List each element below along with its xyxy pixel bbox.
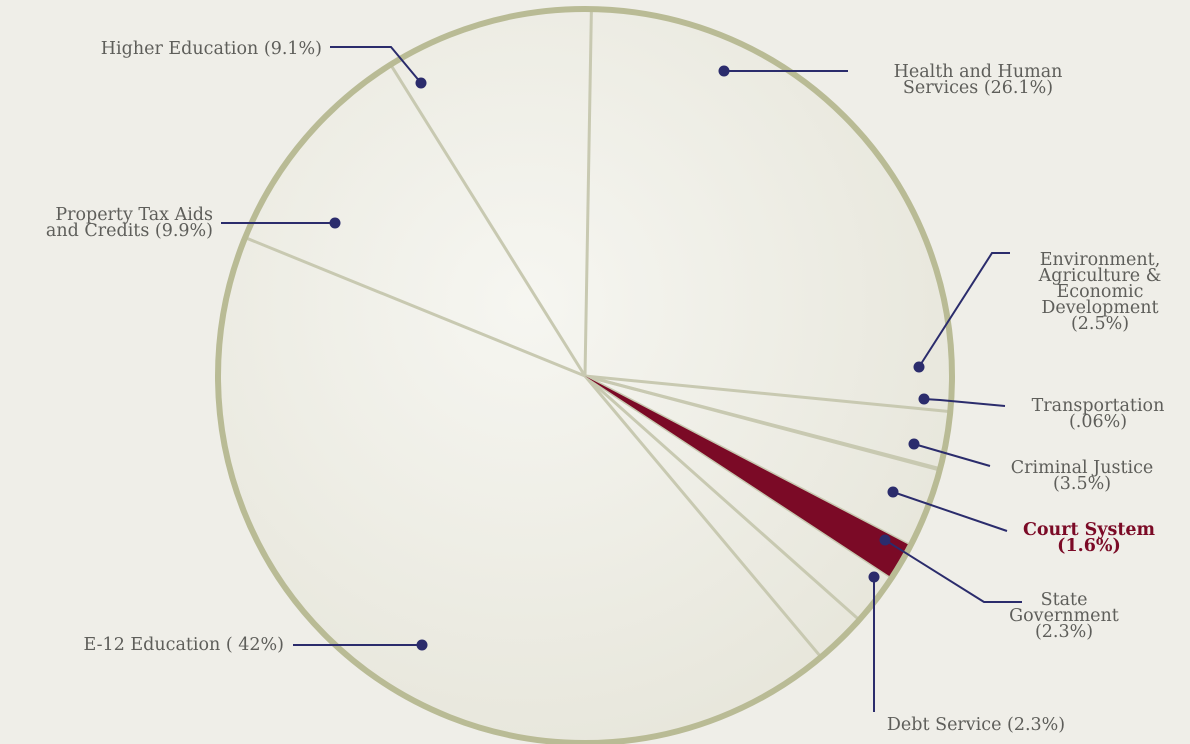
pie-outline bbox=[215, 6, 955, 744]
slice-divider bbox=[584, 374, 861, 622]
label-line: E-12 Education ( 42%) bbox=[83, 635, 284, 655]
pie-slice-court-system bbox=[585, 376, 911, 578]
leader-dot bbox=[718, 65, 730, 77]
label-line: (.06%) bbox=[1068, 412, 1128, 432]
leader-line bbox=[330, 46, 422, 84]
label-line: Health and Human bbox=[893, 62, 1063, 82]
leader-dot bbox=[868, 571, 880, 583]
leader-dot bbox=[918, 393, 930, 405]
label-debt-service: Debt Service (2.3%) bbox=[856, 715, 1096, 735]
label-line: Services (26.1%) bbox=[902, 78, 1054, 98]
leader-line bbox=[913, 443, 991, 467]
slice-divider bbox=[584, 374, 941, 472]
leader-line bbox=[918, 252, 1010, 368]
label-line: Development bbox=[1041, 298, 1159, 318]
label-line: and Credits (9.9%) bbox=[45, 221, 213, 241]
label-property-tax-aids: Property Tax Aids and Credits (9.9%) bbox=[0, 205, 213, 241]
leader-dot bbox=[913, 361, 925, 373]
label-line: Property Tax Aids bbox=[55, 205, 213, 225]
label-transportation: Transportation (.06%) bbox=[1010, 396, 1186, 432]
label-line: Environment, bbox=[1039, 250, 1161, 270]
slice-divider bbox=[583, 375, 823, 659]
label-line: (3.5%) bbox=[1052, 474, 1112, 494]
slices bbox=[585, 376, 911, 578]
label-line: (2.3%) bbox=[1034, 622, 1094, 642]
label-line: Transportation bbox=[1031, 396, 1165, 416]
leader-line bbox=[892, 491, 1008, 532]
label-line: (1.6%) bbox=[1057, 536, 1121, 556]
label-state-government: State Government (2.3%) bbox=[984, 590, 1144, 642]
slice-divider bbox=[389, 63, 587, 377]
label-line: Debt Service (2.3%) bbox=[886, 715, 1066, 735]
label-line: Government bbox=[1009, 606, 1119, 626]
label-health-and-human-services: Health and Human Services (26.1%) bbox=[862, 62, 1094, 98]
label-line: Criminal Justice bbox=[1010, 458, 1154, 478]
leader-line bbox=[884, 539, 1022, 603]
leader-lines bbox=[221, 46, 1022, 712]
leader-dot bbox=[879, 534, 891, 546]
label-court-system: Court System (1.6%) bbox=[1004, 520, 1174, 556]
slice-divider bbox=[583, 9, 593, 377]
label-line: Agriculture & bbox=[1038, 266, 1162, 286]
label-environment-agriculture: Environment, Agriculture & Economic Deve… bbox=[1020, 250, 1180, 334]
label-line: Higher Education (9.1%) bbox=[100, 39, 322, 59]
leader-dot bbox=[908, 438, 920, 450]
slice-divider bbox=[584, 374, 951, 414]
label-line: Economic bbox=[1056, 282, 1144, 302]
label-criminal-justice: Criminal Justice (3.5%) bbox=[992, 458, 1172, 494]
slice-divider bbox=[244, 236, 586, 378]
label-e12-education: E-12 Education ( 42%) bbox=[20, 635, 284, 655]
leader-dot bbox=[329, 217, 341, 229]
leader-dot bbox=[415, 77, 427, 89]
label-line: Court System bbox=[1022, 520, 1156, 540]
label-line: (2.5%) bbox=[1070, 314, 1130, 334]
leader-dot bbox=[887, 486, 899, 498]
leader-dot bbox=[416, 639, 428, 651]
label-higher-education: Higher Education (9.1%) bbox=[20, 39, 322, 59]
label-line: State bbox=[1040, 590, 1088, 610]
